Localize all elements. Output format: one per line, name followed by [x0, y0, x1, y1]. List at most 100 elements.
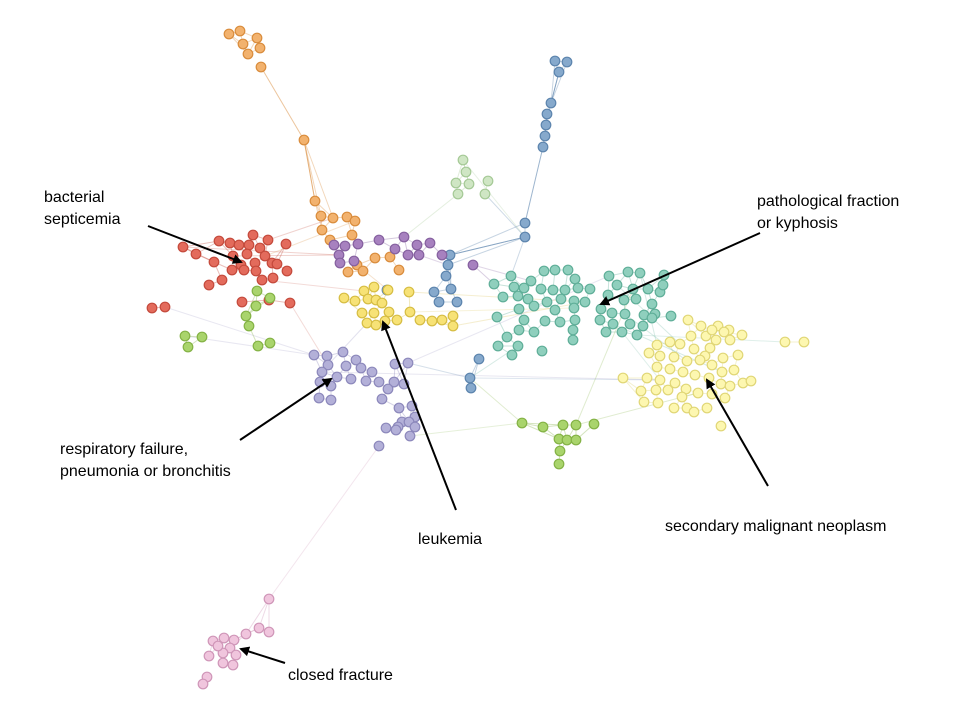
- red-node: [213, 235, 225, 247]
- green-node: [557, 419, 569, 431]
- teal-node: [539, 315, 551, 327]
- blue-node: [549, 55, 561, 67]
- teal-node: [611, 279, 623, 291]
- pink-node: [230, 649, 242, 661]
- paleyellow-node: [706, 359, 718, 371]
- edge: [472, 264, 532, 282]
- green-node: [570, 419, 582, 431]
- orange-node: [327, 212, 339, 224]
- bacterial-arrow: [147, 225, 243, 264]
- teal-node: [624, 318, 636, 330]
- green-node: [588, 418, 600, 430]
- yellow-node: [370, 319, 382, 331]
- paleyellow-node: [695, 320, 707, 332]
- red-node: [146, 302, 158, 314]
- label-secondary-line-1: secondary malignant neoplasm: [665, 518, 886, 535]
- green-node: [240, 310, 252, 322]
- teal-node: [631, 329, 643, 341]
- edge: [550, 61, 568, 104]
- lavender-node: [376, 393, 388, 405]
- teal-node: [603, 270, 615, 282]
- blue-node: [445, 283, 457, 295]
- edge: [182, 240, 220, 248]
- red-node: [256, 274, 268, 286]
- lavender-node: [409, 421, 421, 433]
- paleyellow-node: [715, 420, 727, 432]
- orange-node: [298, 134, 310, 146]
- edge: [403, 193, 459, 238]
- yellow-node: [361, 317, 373, 329]
- lavender-node: [390, 424, 402, 436]
- edge: [164, 306, 315, 356]
- paleyellow-node: [694, 354, 706, 366]
- lavender-node: [325, 394, 337, 406]
- teal-node: [572, 282, 584, 294]
- purple-node: [373, 234, 385, 246]
- red-node: [190, 248, 202, 260]
- pink-node: [240, 628, 252, 640]
- teal-node: [513, 303, 525, 315]
- paleyellow-node: [652, 397, 664, 409]
- paleyellow-node: [682, 314, 694, 326]
- paleyellow-node: [669, 377, 681, 389]
- orange-node: [254, 42, 266, 54]
- teal-node: [513, 324, 525, 336]
- label-leukemia-line-1: leukemia: [418, 531, 482, 548]
- teal-node: [569, 273, 581, 285]
- paleyellow-node: [688, 343, 700, 355]
- label-respiratory-line-2: pneumonia or bronchitis: [60, 463, 231, 480]
- green-node: [251, 285, 263, 297]
- paleyellow-node: [736, 329, 748, 341]
- paleyellow-node: [654, 374, 666, 386]
- teal-node: [492, 340, 504, 352]
- edge: [303, 139, 334, 219]
- teal-node: [606, 307, 618, 319]
- teal-node: [607, 318, 619, 330]
- edge: [449, 222, 526, 256]
- blue-node: [539, 130, 551, 142]
- label-bacterial-line-2: septicemia: [44, 211, 121, 228]
- purple-node: [411, 239, 423, 251]
- pink-node: [212, 640, 224, 652]
- red-node: [254, 242, 266, 254]
- teal-node: [619, 308, 631, 320]
- green-node: [250, 300, 262, 312]
- green-node: [553, 458, 565, 470]
- paleyellow-node: [718, 326, 730, 338]
- orange-node: [242, 48, 254, 60]
- teal-node: [584, 283, 596, 295]
- red-node: [226, 264, 238, 276]
- green-node: [264, 337, 276, 349]
- red-node: [238, 264, 250, 276]
- yellow-node: [376, 297, 388, 309]
- lavender-node: [345, 373, 357, 385]
- paleyellow-node: [681, 355, 693, 367]
- orange-node: [223, 28, 235, 40]
- paleyellow-node: [703, 372, 715, 384]
- yellow-node: [368, 281, 380, 293]
- edge: [469, 377, 661, 381]
- orange-node: [234, 25, 246, 37]
- orange-node: [251, 32, 263, 44]
- paleyellow-node: [798, 336, 810, 348]
- edge: [484, 193, 526, 238]
- paleyellow-node: [651, 361, 663, 373]
- teal-node: [536, 345, 548, 357]
- blue-node: [545, 97, 557, 109]
- yellow-node: [436, 314, 448, 326]
- green-node: [516, 417, 528, 429]
- edge: [409, 422, 523, 437]
- lavender-node: [382, 383, 394, 395]
- edge: [327, 322, 368, 366]
- teal-node: [549, 264, 561, 276]
- lavender-node: [325, 380, 337, 392]
- red-node: [284, 297, 296, 309]
- edge: [289, 302, 329, 366]
- label-respiratory-line-1: respiratory failure,: [60, 441, 188, 458]
- paleyellow-node: [745, 375, 757, 387]
- orange-node: [384, 251, 396, 263]
- lavender-node: [366, 366, 378, 378]
- teal-node: [555, 293, 567, 305]
- orange-node: [342, 266, 354, 278]
